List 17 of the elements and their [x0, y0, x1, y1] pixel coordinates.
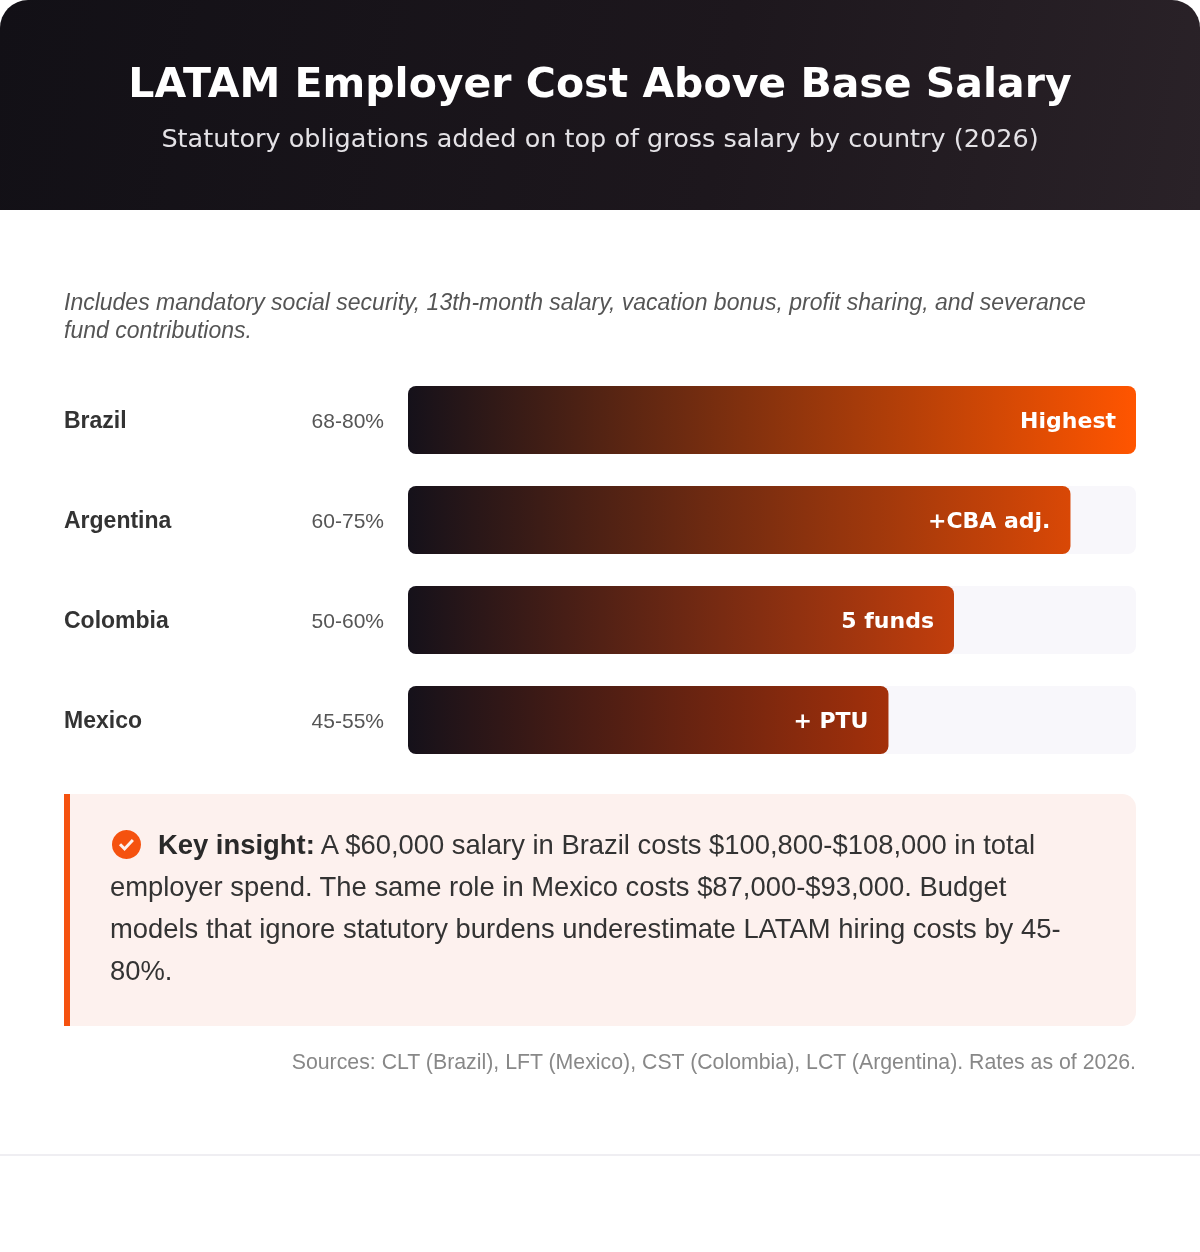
chart-subtitle: Statutory obligations added on top of gross salary by country (2026) — [160, 122, 1040, 155]
y-tick-label: Brazil — [64, 407, 127, 433]
annotation: 5 funds — [841, 607, 934, 633]
annotation: +CBA adj. — [927, 507, 1051, 533]
annotation: Highest — [1020, 407, 1117, 433]
y-tick-label: Colombia — [64, 607, 169, 633]
text: Key insight: A $60,000 salary in Brazil costs $100,800-$108,000 in total employer spend. The same role in Mexico costs $87,000-$93,000. Budget models that ignore statutory burdens underestimate LATAM hiring costs by 45-80%. — [110, 828, 1062, 988]
text: 50-60% — [311, 608, 384, 632]
text: 68-80% — [311, 408, 384, 432]
chart-title: LATAM Employer Cost Above Base Salary — [127, 58, 1073, 109]
source-note: Sources: CLT (Brazil), LFT (Mexico), CST (Colombia), LCT (Argentina). Rates as of 2026. — [291, 1049, 1136, 1075]
y-tick-label: Mexico — [64, 707, 142, 733]
text: 45-55% — [311, 708, 384, 732]
text: 60-75% — [311, 508, 384, 532]
y-tick-label: Argentina — [64, 507, 172, 533]
text: Includes mandatory social security, 13th-month salary, vacation bonus, profit sharing, and severance fund contributions. — [64, 288, 1087, 344]
annotation: + PTU — [793, 707, 869, 733]
